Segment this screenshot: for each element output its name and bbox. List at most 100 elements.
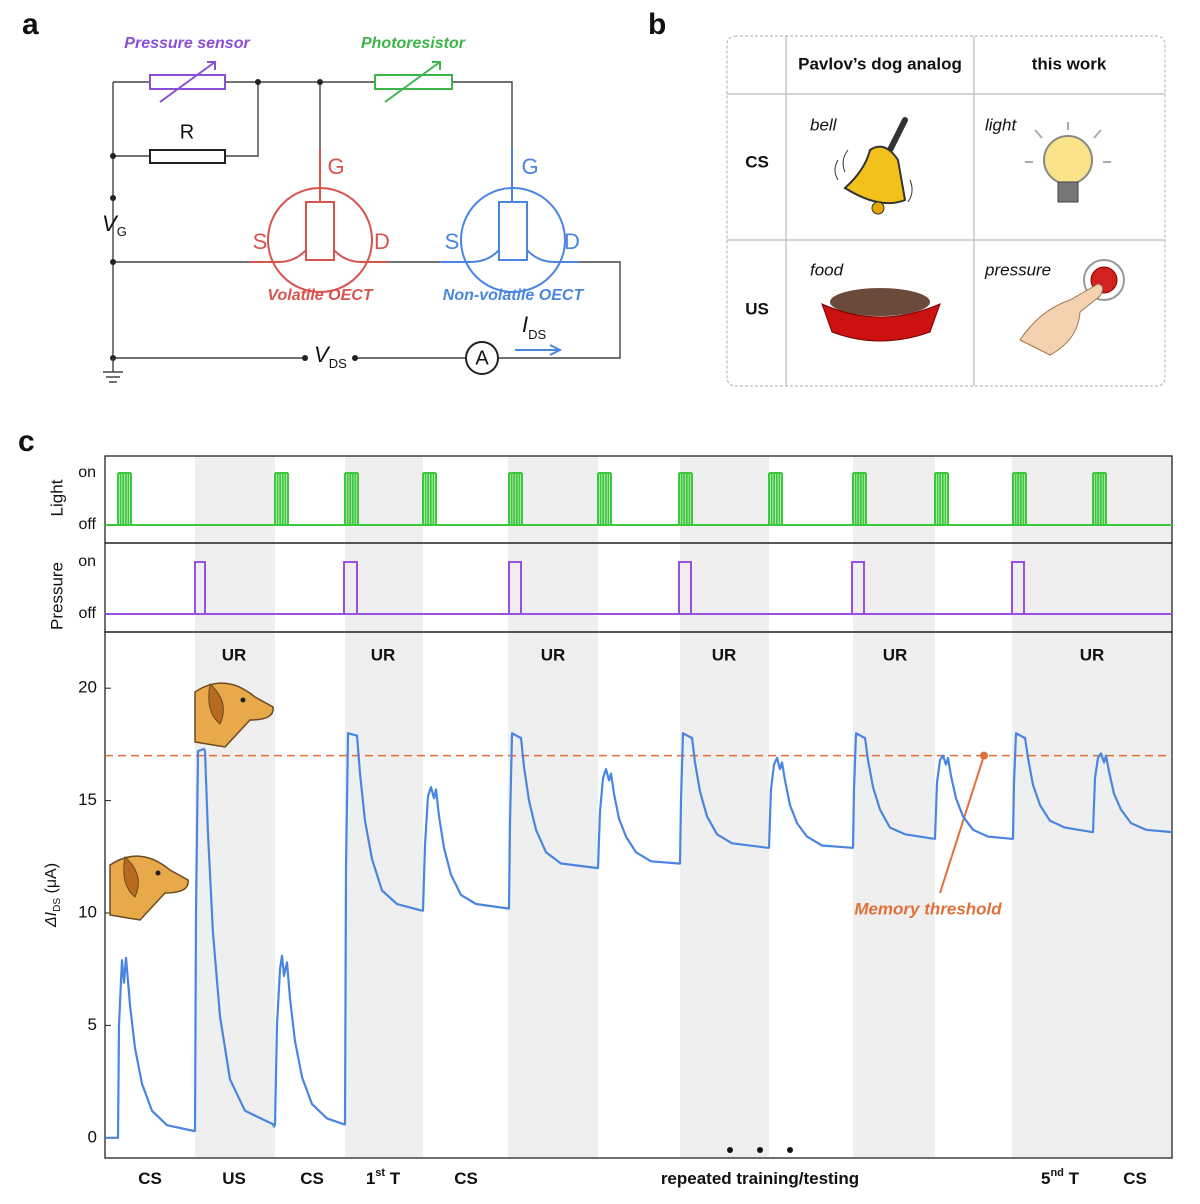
column-header: this work bbox=[1032, 54, 1107, 73]
label: I bbox=[522, 312, 528, 337]
arrow bbox=[159, 61, 216, 103]
phase-label: repeated training/testing bbox=[661, 1169, 859, 1188]
label: D bbox=[374, 229, 390, 254]
node bbox=[302, 355, 308, 361]
dog-icon bbox=[194, 682, 274, 748]
column-header: Pavlov’s dog analog bbox=[798, 54, 962, 73]
panel-frame bbox=[104, 631, 1173, 1159]
node bbox=[110, 153, 116, 159]
light-pulse bbox=[678, 472, 693, 525]
panel-label: a bbox=[22, 8, 39, 41]
light-pulse bbox=[597, 472, 612, 525]
phase-label: 5 bbox=[1041, 1169, 1050, 1188]
light-pulse bbox=[852, 472, 867, 525]
panel-label: b bbox=[648, 8, 666, 41]
response-label: UR bbox=[712, 645, 737, 664]
pressure-sensor bbox=[149, 74, 226, 90]
label: S bbox=[445, 229, 460, 254]
photoresistor bbox=[374, 74, 453, 90]
axis-label: Pressure bbox=[47, 562, 66, 630]
pressure-pulse bbox=[194, 561, 206, 614]
label: DS bbox=[528, 327, 546, 342]
phase-label: 5nd T bbox=[1041, 1167, 1080, 1189]
dog-ear bbox=[123, 856, 139, 898]
light-pulse bbox=[1092, 472, 1107, 525]
annotation-dot bbox=[980, 751, 988, 760]
pressure-pulse bbox=[678, 561, 692, 614]
light-pulse bbox=[1012, 472, 1027, 525]
label: Photoresistor bbox=[361, 35, 466, 52]
y-axis-label: ΔI bbox=[43, 911, 60, 928]
y-tick-label: 15 bbox=[78, 790, 97, 809]
transistor bbox=[460, 187, 566, 293]
arrow bbox=[384, 61, 441, 103]
arrow bbox=[515, 344, 563, 356]
ground bbox=[103, 358, 123, 383]
y-axis-label: DS bbox=[52, 898, 63, 912]
transistor bbox=[267, 187, 373, 293]
phase-label: US bbox=[222, 1169, 246, 1188]
phase-label: CS bbox=[454, 1169, 478, 1188]
cell-text: pressure bbox=[984, 260, 1051, 279]
wire bbox=[112, 81, 621, 359]
y-tick-label: 10 bbox=[78, 902, 97, 921]
phase-label: 1 bbox=[366, 1169, 375, 1188]
terminal bbox=[440, 148, 580, 263]
level-label: off bbox=[79, 605, 97, 622]
label: V bbox=[102, 211, 119, 236]
y-axis-label: (μA) bbox=[43, 863, 60, 898]
bowl-icon bbox=[821, 288, 941, 342]
response-label: UR bbox=[371, 645, 396, 664]
table-grid bbox=[727, 36, 1165, 386]
channel bbox=[305, 201, 335, 261]
phase-label: CS bbox=[138, 1169, 162, 1188]
y-axis-label: ΔIDS (μA) bbox=[43, 863, 62, 928]
dog-icon bbox=[109, 855, 189, 921]
label: G bbox=[327, 154, 344, 179]
phase-label: st bbox=[375, 1167, 385, 1179]
current-trace bbox=[105, 732, 1173, 1139]
axis-label: Light bbox=[47, 479, 66, 516]
light-pulse bbox=[768, 472, 783, 525]
light-pulse bbox=[934, 472, 949, 525]
cell-text: food bbox=[810, 260, 844, 279]
ellipsis-dot bbox=[757, 1147, 763, 1153]
node bbox=[317, 79, 323, 85]
phase-label: T bbox=[1064, 1169, 1080, 1188]
pressure-pulse bbox=[343, 561, 358, 614]
light-pulse bbox=[422, 472, 437, 525]
label: Non-volatile OECT bbox=[443, 287, 585, 304]
circuit: Pressure sensor Photoresistor R VG G S D… bbox=[102, 35, 621, 383]
label: Pressure sensor bbox=[124, 35, 250, 52]
pressure-pulse bbox=[1011, 561, 1025, 614]
button-icon bbox=[1019, 259, 1125, 356]
row-header: US bbox=[745, 299, 769, 318]
phase-label: 1st T bbox=[366, 1167, 401, 1189]
channel bbox=[498, 201, 528, 261]
bell-icon bbox=[834, 117, 913, 215]
response-label: UR bbox=[1080, 645, 1105, 664]
node bbox=[255, 79, 261, 85]
label: G bbox=[521, 154, 538, 179]
response-label: UR bbox=[883, 645, 908, 664]
pressure-pulse bbox=[851, 561, 865, 614]
terminal bbox=[250, 148, 388, 263]
shaded-period bbox=[195, 456, 275, 1158]
response-label: UR bbox=[541, 645, 566, 664]
y-tick-label: 20 bbox=[78, 678, 97, 697]
panel-label: c bbox=[18, 425, 35, 458]
ammeter bbox=[465, 341, 499, 375]
node bbox=[352, 355, 358, 361]
phase-label: CS bbox=[300, 1169, 324, 1188]
cell-text: light bbox=[985, 115, 1017, 134]
light-pulse bbox=[274, 472, 289, 525]
dog-ear bbox=[208, 683, 224, 725]
dog-head bbox=[109, 855, 189, 921]
phase-label: CS bbox=[138, 1169, 162, 1188]
shaded-period bbox=[1012, 456, 1172, 1158]
response-label: UR bbox=[222, 645, 247, 664]
label: VG bbox=[102, 211, 127, 240]
node bbox=[110, 259, 116, 265]
label: DS bbox=[329, 356, 347, 371]
